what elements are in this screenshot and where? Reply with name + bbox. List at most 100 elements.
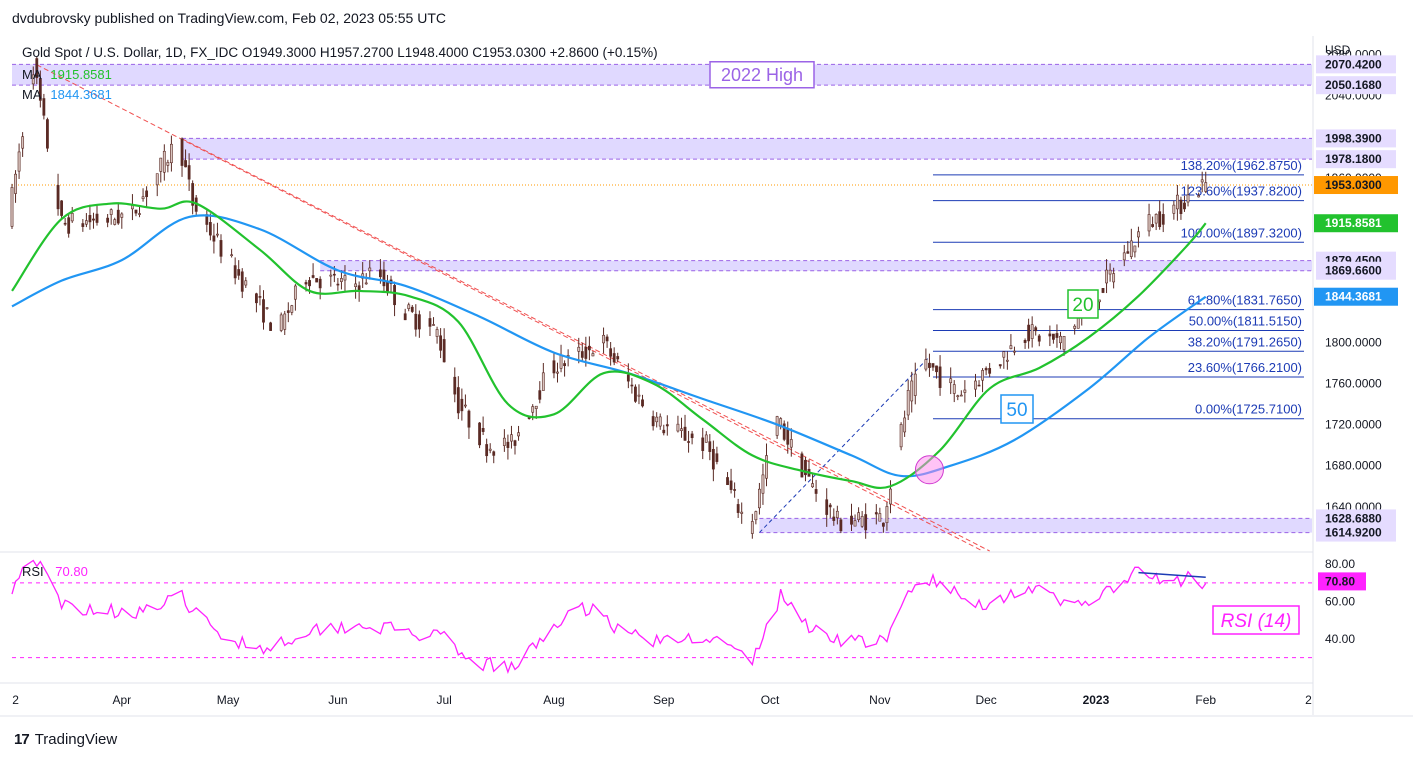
zone-level-label: 1978.1800: [1325, 152, 1382, 166]
candle-body: [853, 520, 857, 527]
candle-body: [403, 313, 407, 321]
candle-body: [184, 160, 187, 168]
candle-body: [1186, 194, 1190, 203]
candle-body: [46, 119, 49, 149]
rsi-tag: RSI (14): [1221, 611, 1292, 632]
candle-body: [612, 353, 616, 363]
candle-body: [658, 416, 662, 427]
candle-body: [804, 459, 807, 476]
candle-body: [1154, 213, 1158, 224]
candle-body: [88, 215, 92, 223]
candle-body: [453, 376, 457, 395]
candle-body: [219, 240, 223, 257]
candle-body: [70, 213, 74, 222]
candle-body: [1129, 240, 1133, 257]
fib-level-label: 100.00%(1897.3200): [1181, 225, 1302, 240]
date-tick: May: [217, 693, 240, 707]
rsi-tick: 60.00: [1325, 595, 1355, 609]
candle-body: [1034, 327, 1038, 332]
zone-level-label: 1614.9200: [1325, 526, 1382, 540]
candle-body: [212, 235, 216, 242]
candle-body: [1105, 269, 1108, 284]
candle-body: [1112, 273, 1116, 283]
fib-level-label: 23.60%(1766.2100): [1188, 360, 1302, 375]
price-label-bg: [1314, 176, 1398, 195]
date-tick: Oct: [761, 693, 780, 707]
fib-level-label: 138.20%(1962.8750): [1181, 158, 1302, 173]
candle-body: [439, 335, 443, 351]
candle-body: [708, 441, 712, 452]
candle-body: [800, 453, 804, 478]
candle-body: [924, 359, 928, 370]
candle-body: [230, 254, 234, 257]
date-tick: Sep: [653, 693, 675, 707]
candle-body: [244, 280, 248, 286]
candle-body: [605, 336, 609, 342]
candle-body: [17, 151, 21, 172]
candle-body: [159, 157, 163, 172]
candle-body: [290, 305, 294, 313]
candle-body: [308, 280, 311, 287]
zone-level-label: 1869.6600: [1325, 264, 1382, 278]
candle-body: [899, 424, 903, 448]
candle-body: [974, 380, 977, 390]
publisher-line: dvdubrovsky published on TradingView.com…: [12, 10, 446, 26]
price-label: 1953.0300: [1325, 178, 1382, 192]
candle-body: [680, 428, 683, 431]
price-label: 1844.3681: [1325, 290, 1382, 304]
date-tick: 2: [1305, 693, 1312, 707]
candle-body: [187, 165, 191, 180]
ma50-legend-value: 1844.3681: [50, 87, 112, 102]
price-label-bg: [1314, 214, 1398, 233]
candle-body: [630, 384, 634, 387]
candle-body: [552, 360, 556, 374]
candle-body: [265, 307, 269, 309]
candle-body: [889, 488, 892, 505]
date-tick: Dec: [975, 693, 996, 707]
candle-body: [279, 314, 283, 331]
zone-level-bg: [1316, 55, 1396, 74]
candle-body: [634, 386, 637, 402]
candle-body: [931, 363, 935, 368]
candle-body: [591, 353, 595, 357]
candle-body: [240, 271, 244, 292]
ma20-tag: 20: [1072, 295, 1093, 316]
candle-body: [21, 136, 25, 149]
candle-body: [1052, 333, 1055, 340]
zone-level-label: 2070.4200: [1325, 57, 1382, 71]
candle-body: [84, 220, 88, 225]
candle-body: [343, 275, 347, 281]
candle-body: [903, 417, 907, 433]
candle-body: [1151, 224, 1154, 227]
candle-body: [304, 282, 308, 285]
ma50-line: [11, 214, 1207, 478]
candle-body: [31, 74, 35, 85]
tradingview-logo[interactable]: 17 TradingView: [14, 731, 117, 748]
zone-level-label: 2050.1680: [1325, 78, 1382, 92]
candle-body: [1009, 345, 1013, 349]
candle-body: [538, 390, 542, 400]
candle-body: [106, 217, 110, 223]
candle-body: [1204, 182, 1208, 192]
candle-body: [1037, 335, 1041, 342]
candle-body: [765, 455, 768, 479]
candle-body: [1147, 214, 1151, 232]
sr-zone: [12, 64, 1312, 86]
candle-body: [1172, 204, 1176, 214]
candle-body: [336, 283, 340, 286]
candle-body: [138, 213, 141, 215]
price-tick: 1800.0000: [1325, 335, 1382, 349]
candle-body: [481, 428, 485, 432]
candle-body: [1158, 211, 1162, 228]
candle-body: [825, 499, 829, 515]
candle-body: [332, 273, 336, 276]
candle-body: [155, 173, 159, 186]
candle-body: [510, 434, 513, 442]
candle-body: [410, 306, 414, 312]
candle-body: [216, 233, 219, 236]
candle-body: [485, 444, 489, 457]
rsi-line: [11, 559, 1207, 675]
fib-level-label: 38.20%(1791.2650): [1188, 334, 1302, 349]
candle-body: [492, 451, 496, 456]
